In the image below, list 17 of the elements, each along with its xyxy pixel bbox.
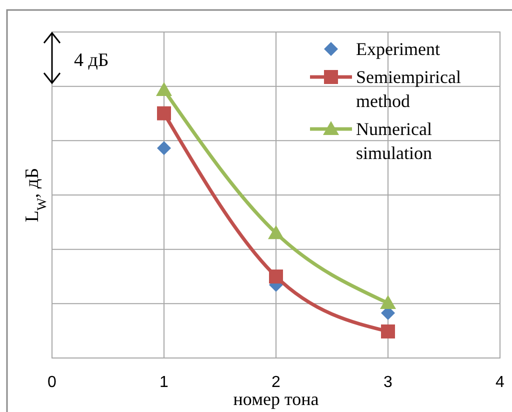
point: [157, 141, 171, 156]
legend-label: Experiment: [356, 39, 440, 59]
x-axis-title: номер тона: [233, 389, 319, 409]
x-tick-label: 0: [48, 374, 57, 391]
x-tick-label: 2: [272, 374, 281, 391]
point: [380, 295, 396, 310]
point: [268, 225, 284, 240]
x-tick-label: 1: [160, 374, 169, 391]
point: [381, 324, 395, 338]
point: [157, 106, 171, 120]
point: [269, 270, 283, 284]
text: 4 дБ: [74, 50, 109, 71]
legend-label: Numerical simulation: [356, 119, 432, 163]
legend-label: Semiempirical method: [356, 67, 461, 111]
point: [156, 82, 172, 96]
x-tick-label: 4: [496, 374, 505, 391]
x-tick-label: 3: [384, 374, 393, 391]
